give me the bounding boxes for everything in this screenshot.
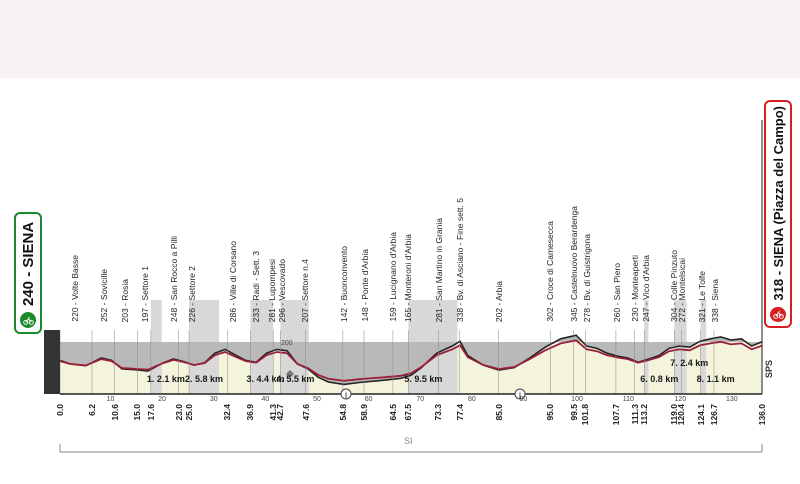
sector-label: 2. 5.8 km [185,374,224,384]
distance-tick: 120 [674,396,687,403]
km-label: 0.0 [55,404,65,416]
km-label: 85.0 [493,404,504,421]
place-label: 202 - Arbia [493,280,504,322]
svg-text:||: || [518,393,522,399]
place-label: 220 - Volte Basse [70,255,81,322]
km-label: 120.4 [676,404,687,426]
distance-tick: 20 [158,396,167,403]
km-label: 113.2 [639,404,650,425]
place-label: 207 - Settore n.4 [300,258,311,322]
sector-label: 3. 4.4 km [246,374,285,384]
place-label: 203 - Rosia [119,278,130,322]
place-label: 197 - Settore 1 [140,265,151,322]
km-label: 15.0 [132,404,143,421]
distance-tick: 40 [261,396,270,403]
distance-tick: 60 [364,396,373,403]
svg-text:||: || [344,393,348,399]
place-label: 230 - Monteaperti [629,255,640,322]
start-label: 240 - SIENA [19,221,37,306]
km-label: 58.9 [359,404,370,421]
sector-label: 8. 1.1 km [696,374,735,384]
km-label: 47.6 [300,404,311,421]
place-label: 338 - Bv. di Asciano - Fine sett. 5 [455,197,466,322]
feed-zone-icon-2: || [514,388,526,400]
km-label: 136.0 [757,404,767,426]
distance-tick: 110 [622,396,634,403]
place-label: 302 - Croce di Camesecca [545,221,556,322]
place-label: 281 - San Martino in Grania [434,217,445,322]
distance-tick: 130 [726,396,738,403]
sector-label: 4. 5.5 km [276,374,315,384]
place-label: 247 - Vico d'Arbia [640,255,651,322]
place-label: 165 - Monteroni d'Arbia [403,233,414,322]
elevation-label: 200 [281,340,293,347]
feed-zone-icon: || [340,388,352,400]
place-label: 260 - San Piero [612,262,623,322]
place-label: 252 - Sovicille [98,269,109,322]
sector-label: 6. 0.8 km [640,374,679,384]
start-badge: 240 - SIENA [14,212,42,334]
place-label: 148 - Ponte d'Arbia [359,249,370,322]
place-label: 281 - Lupompesi [266,258,277,322]
km-label: 10.6 [109,404,120,421]
bottom-label: SI [404,436,413,446]
km-label: 101.8 [580,404,591,426]
sector-zone [700,300,707,394]
distance-tick: 70 [416,396,425,403]
km-label: 99.5 [568,404,579,421]
km-label: 67.5 [403,404,414,421]
km-label: 42.7 [275,404,286,421]
km-label: 6.2 [87,404,97,416]
cyclist-icon [770,306,786,322]
km-label: 36.9 [245,404,256,421]
km-label: 126.7 [708,404,719,426]
km-label: 32.4 [222,404,233,421]
distance-tick: 10 [106,396,115,403]
sector-label: 5. 9.5 km [404,374,443,384]
distance-tick: 80 [467,396,476,403]
finish-badge: 318 - SIENA (Piazza del Campo) [764,100,792,328]
sector-label: 7. 2.4 km [670,358,709,368]
place-label: 338 - Siena [709,278,720,322]
distance-tick: 30 [209,396,218,403]
km-label: 124.1 [695,404,706,426]
start-wall [44,330,60,394]
road-line [59,339,763,382]
sprint-marker-icon [286,370,294,378]
side-label: SPS [764,360,774,379]
distance-tick: 90 [519,396,528,403]
sector-zone [674,300,687,394]
km-label: 25.0 [184,404,195,421]
header-band [0,0,800,78]
km-label: 64.5 [387,404,398,421]
distance-tick: 50 [313,396,321,403]
km-label: 17.6 [145,404,156,421]
sector-label: 1. 2.1 km [146,374,185,384]
finish-label: 318 - SIENA (Piazza del Campo) [770,106,786,301]
place-label: 248 - San Rocco a Pilli [168,236,179,322]
place-label: 159 - Lucignano d'Arbia [387,232,398,322]
km-label: 54.8 [337,404,348,421]
place-label: 286 - Ville di Corsano [227,240,238,322]
place-label: 226 - Settore 2 [186,265,197,322]
place-label: 272 - Montelsicai [676,257,687,322]
km-label: 23.0 [173,404,184,421]
place-label: 233 - Radi - Sett. 3 [251,250,262,322]
place-label: 296 - Vescovado [276,258,287,322]
km-label: 73.3 [433,404,444,421]
elevation-fill [60,335,762,385]
km-label: 77.4 [454,404,465,421]
km-label: 111.3 [629,404,640,425]
distance-tick: 100 [571,396,583,403]
cyclist-icon [20,312,36,328]
km-label: 107.7 [610,404,621,426]
place-label: 142 - Buonconvento [338,245,349,322]
place-label: 345 - Castelnuovo Berardenga [568,206,579,322]
km-label: 95.0 [545,404,556,421]
place-label: 278 - Bv. di Guistrigona [581,233,592,322]
place-label: 321 - Le Tolfe [696,270,707,322]
